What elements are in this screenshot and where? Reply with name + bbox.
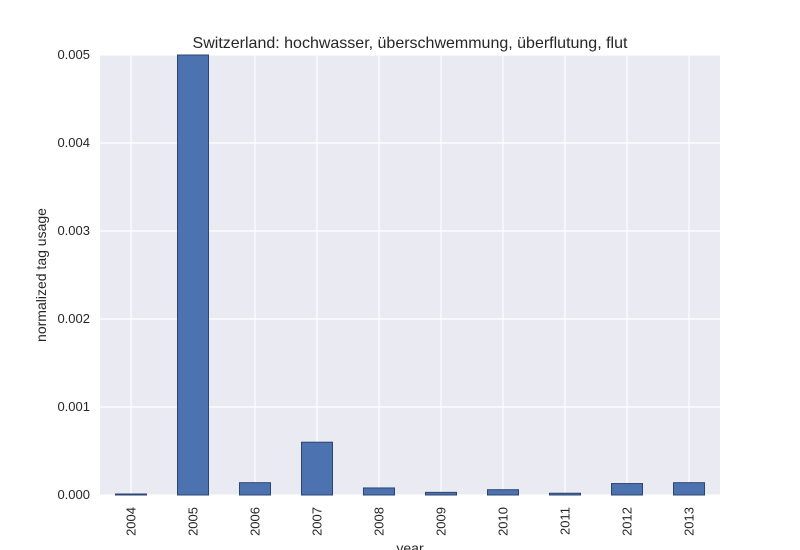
x-axis-label: year — [396, 540, 424, 550]
bar-2010 — [487, 489, 519, 496]
bar-2008 — [363, 487, 395, 496]
bar-2006 — [239, 482, 271, 496]
y-tick-label: 0.001 — [57, 399, 90, 414]
bar-2005 — [177, 54, 209, 496]
y-tick-label: 0.003 — [57, 223, 90, 238]
x-tick-label: 2006 — [248, 507, 263, 536]
bar-2013 — [673, 482, 705, 496]
y-tick-label: 0.005 — [57, 47, 90, 62]
bar-2004 — [115, 493, 147, 496]
x-tick-labels: 2004 2005 2006 2007 2008 2009 2010 2011 2012 2013 — [124, 507, 697, 536]
x-tick-label: 2005 — [186, 507, 201, 536]
x-tick-label: 2011 — [558, 507, 573, 535]
bar-2009 — [425, 491, 457, 496]
y-axis-label: normalized tag usage — [33, 208, 49, 342]
x-tick-label: 2009 — [434, 507, 449, 536]
x-tick-label: 2008 — [372, 507, 387, 536]
x-tick-label: 2013 — [682, 507, 697, 536]
y-tick-label: 0.000 — [57, 487, 90, 502]
bar-2007 — [301, 441, 333, 496]
x-tick-label: 2007 — [310, 507, 325, 536]
y-tick-labels: 0.000 0.001 0.002 0.003 0.004 0.005 — [57, 47, 90, 502]
chart-title: Switzerland: hochwasser, überschwemmung,… — [193, 35, 628, 52]
x-tick-label: 2010 — [496, 507, 511, 536]
y-tick-label: 0.002 — [57, 311, 90, 326]
bar-2011 — [549, 492, 581, 496]
bars — [115, 54, 705, 496]
x-tick-label: 2012 — [620, 507, 635, 536]
x-tick-label: 2004 — [124, 507, 139, 536]
y-tick-label: 0.004 — [57, 135, 90, 150]
bar-2012 — [611, 483, 643, 496]
